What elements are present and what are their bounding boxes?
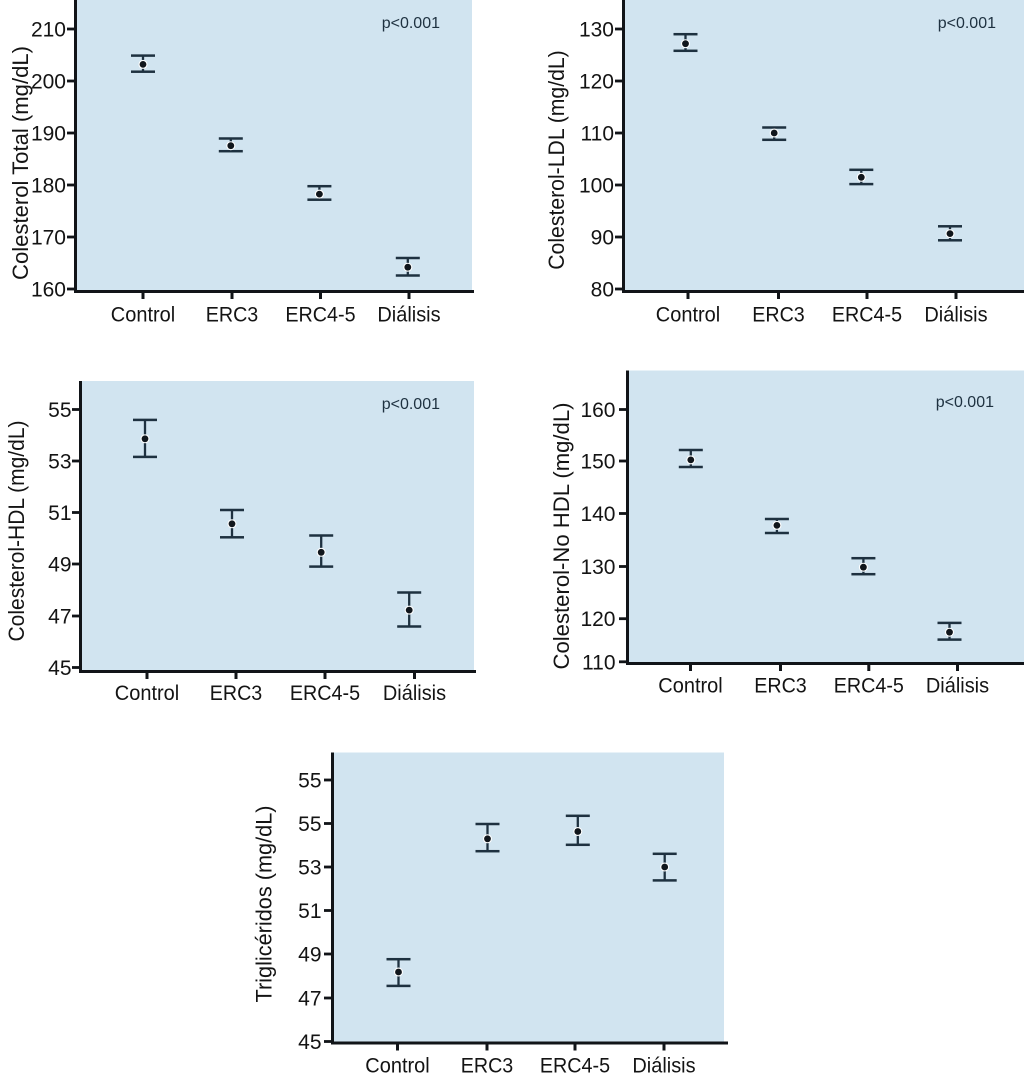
svg-text:Diálisis: Diálisis	[377, 304, 440, 327]
svg-text:130: 130	[579, 19, 614, 42]
svg-text:210: 210	[31, 19, 66, 42]
svg-text:80: 80	[591, 279, 614, 302]
svg-text:100: 100	[579, 175, 614, 198]
svg-text:55: 55	[298, 813, 321, 836]
svg-text:51: 51	[298, 900, 321, 923]
svg-text:p<0.001: p<0.001	[382, 15, 440, 32]
svg-text:160: 160	[31, 279, 66, 302]
svg-text:ERC4-5: ERC4-5	[290, 682, 360, 705]
svg-text:45: 45	[298, 1031, 321, 1054]
svg-text:45: 45	[48, 657, 71, 680]
svg-text:Control: Control	[365, 1054, 429, 1076]
svg-text:Control: Control	[111, 304, 175, 327]
svg-text:p<0.001: p<0.001	[382, 396, 440, 413]
svg-text:47: 47	[298, 988, 321, 1011]
svg-text:Control: Control	[658, 675, 722, 698]
svg-text:ERC4-5: ERC4-5	[285, 304, 355, 327]
svg-text:Colesterol Total (mg/dL): Colesterol Total (mg/dL)	[8, 46, 33, 280]
svg-text:Control: Control	[115, 682, 179, 705]
svg-text:51: 51	[48, 502, 71, 525]
svg-text:120: 120	[580, 608, 615, 631]
svg-text:160: 160	[580, 399, 615, 422]
svg-text:Diálisis: Diálisis	[924, 304, 987, 327]
svg-text:Diálisis: Diálisis	[926, 675, 989, 698]
svg-text:180: 180	[31, 175, 66, 198]
svg-text:53: 53	[298, 857, 321, 880]
svg-text:120: 120	[579, 71, 614, 94]
svg-text:ERC3: ERC3	[210, 682, 263, 705]
svg-text:Diálisis: Diálisis	[632, 1054, 695, 1076]
svg-text:ERC3: ERC3	[206, 304, 259, 327]
svg-text:ERC3: ERC3	[754, 675, 807, 698]
svg-text:49: 49	[48, 554, 71, 577]
svg-text:Colesterol-No HDL (mg/dL): Colesterol-No HDL (mg/dL)	[549, 403, 574, 670]
svg-text:Triglicéridos (mg/dL): Triglicéridos (mg/dL)	[252, 806, 277, 1003]
svg-text:Colesterol-LDL (mg/dL): Colesterol-LDL (mg/dL)	[544, 50, 569, 270]
svg-text:200: 200	[31, 71, 66, 94]
svg-text:170: 170	[31, 227, 66, 250]
svg-text:ERC3: ERC3	[752, 304, 805, 327]
svg-text:190: 190	[31, 123, 66, 146]
svg-text:ERC3: ERC3	[461, 1054, 514, 1076]
svg-text:90: 90	[591, 227, 614, 250]
svg-text:110: 110	[582, 651, 615, 674]
svg-text:55: 55	[298, 770, 321, 793]
svg-text:p<0.001: p<0.001	[938, 15, 996, 32]
svg-text:ERC4-5: ERC4-5	[832, 304, 902, 327]
svg-text:47: 47	[48, 606, 71, 629]
svg-text:Control: Control	[656, 304, 720, 327]
svg-text:p<0.001: p<0.001	[936, 394, 994, 411]
svg-text:150: 150	[580, 451, 615, 474]
svg-text:49: 49	[298, 944, 321, 967]
svg-text:130: 130	[580, 556, 615, 579]
svg-text:55: 55	[48, 399, 71, 422]
svg-text:ERC4-5: ERC4-5	[540, 1054, 610, 1076]
svg-text:Diálisis: Diálisis	[383, 682, 446, 705]
svg-text:ERC4-5: ERC4-5	[834, 675, 904, 698]
svg-text:110: 110	[581, 123, 614, 146]
svg-text:53: 53	[48, 451, 71, 474]
svg-text:140: 140	[580, 503, 615, 526]
svg-text:Colesterol-HDL (mg/dL): Colesterol-HDL (mg/dL)	[4, 421, 29, 642]
